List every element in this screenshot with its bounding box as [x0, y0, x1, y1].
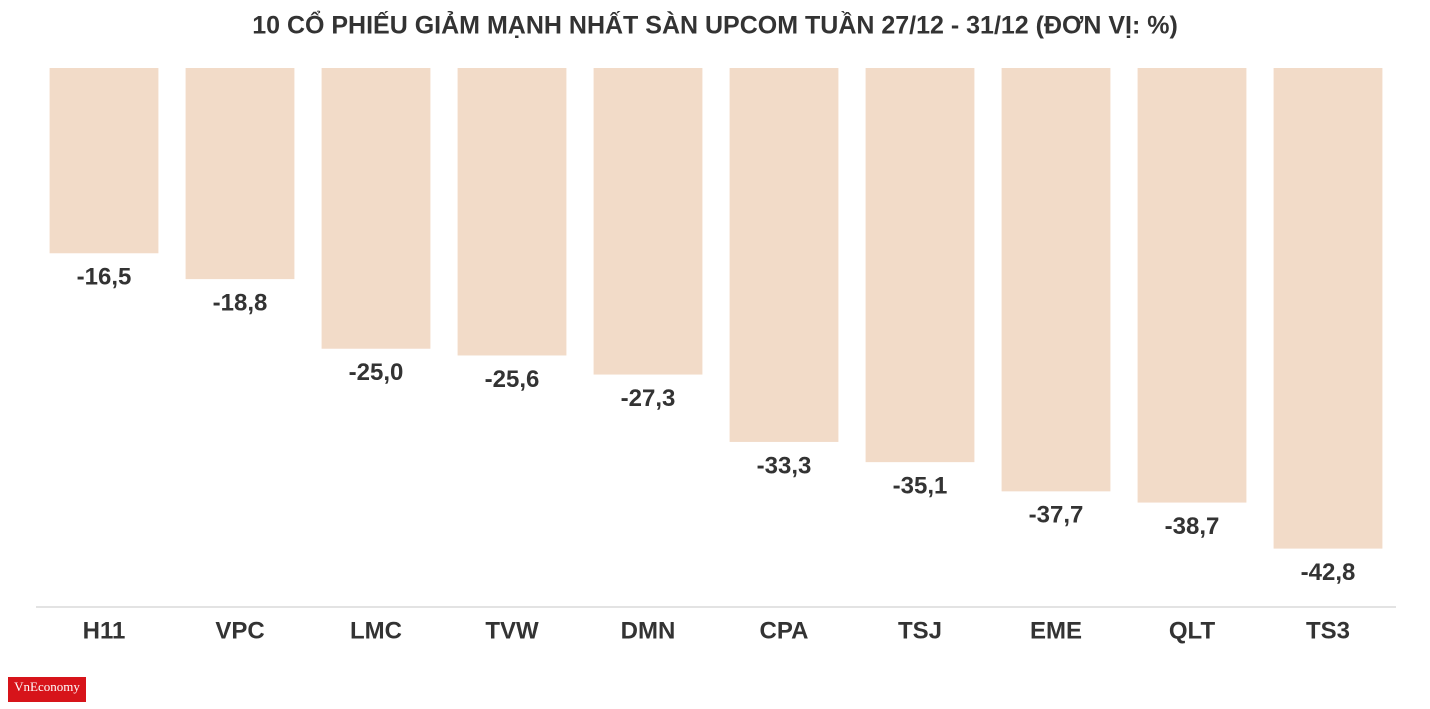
value-label: -33,3 — [757, 452, 812, 479]
value-label: -35,1 — [893, 472, 948, 499]
bar — [1001, 68, 1111, 492]
value-label: -18,8 — [213, 289, 268, 316]
bar — [1273, 68, 1383, 549]
x-tick-label: CPA — [760, 617, 809, 644]
logo-box — [8, 677, 86, 702]
x-tick-label: QLT — [1169, 617, 1216, 644]
x-tick-label: LMC — [350, 617, 402, 644]
value-label: -37,7 — [1029, 502, 1084, 529]
bar — [865, 68, 975, 463]
x-tick-label: EME — [1030, 617, 1082, 644]
value-label: -25,6 — [485, 366, 540, 393]
logo: VnEconomy — [14, 679, 80, 694]
bar — [457, 68, 567, 356]
chart-title: 10 CỔ PHIẾU GIẢM MẠNH NHẤT SÀN UPCOM TUẦ… — [252, 10, 1178, 40]
bar — [593, 68, 703, 375]
x-tick-label: VPC — [215, 617, 264, 644]
bar — [729, 68, 839, 442]
bar — [1137, 68, 1247, 503]
x-tick-label: TVW — [485, 617, 539, 644]
x-tick-label: H11 — [83, 617, 126, 644]
bar — [185, 68, 295, 280]
bar — [49, 68, 159, 254]
value-label: -16,5 — [77, 264, 132, 291]
bar — [321, 68, 431, 349]
x-tick-label: TS3 — [1306, 617, 1350, 644]
value-label: -38,7 — [1165, 513, 1220, 540]
x-tick-label: TSJ — [898, 617, 942, 644]
value-label: -25,0 — [349, 359, 404, 386]
value-label: -42,8 — [1301, 559, 1356, 586]
value-label: -27,3 — [621, 385, 676, 412]
x-tick-label: DMN — [621, 617, 676, 644]
